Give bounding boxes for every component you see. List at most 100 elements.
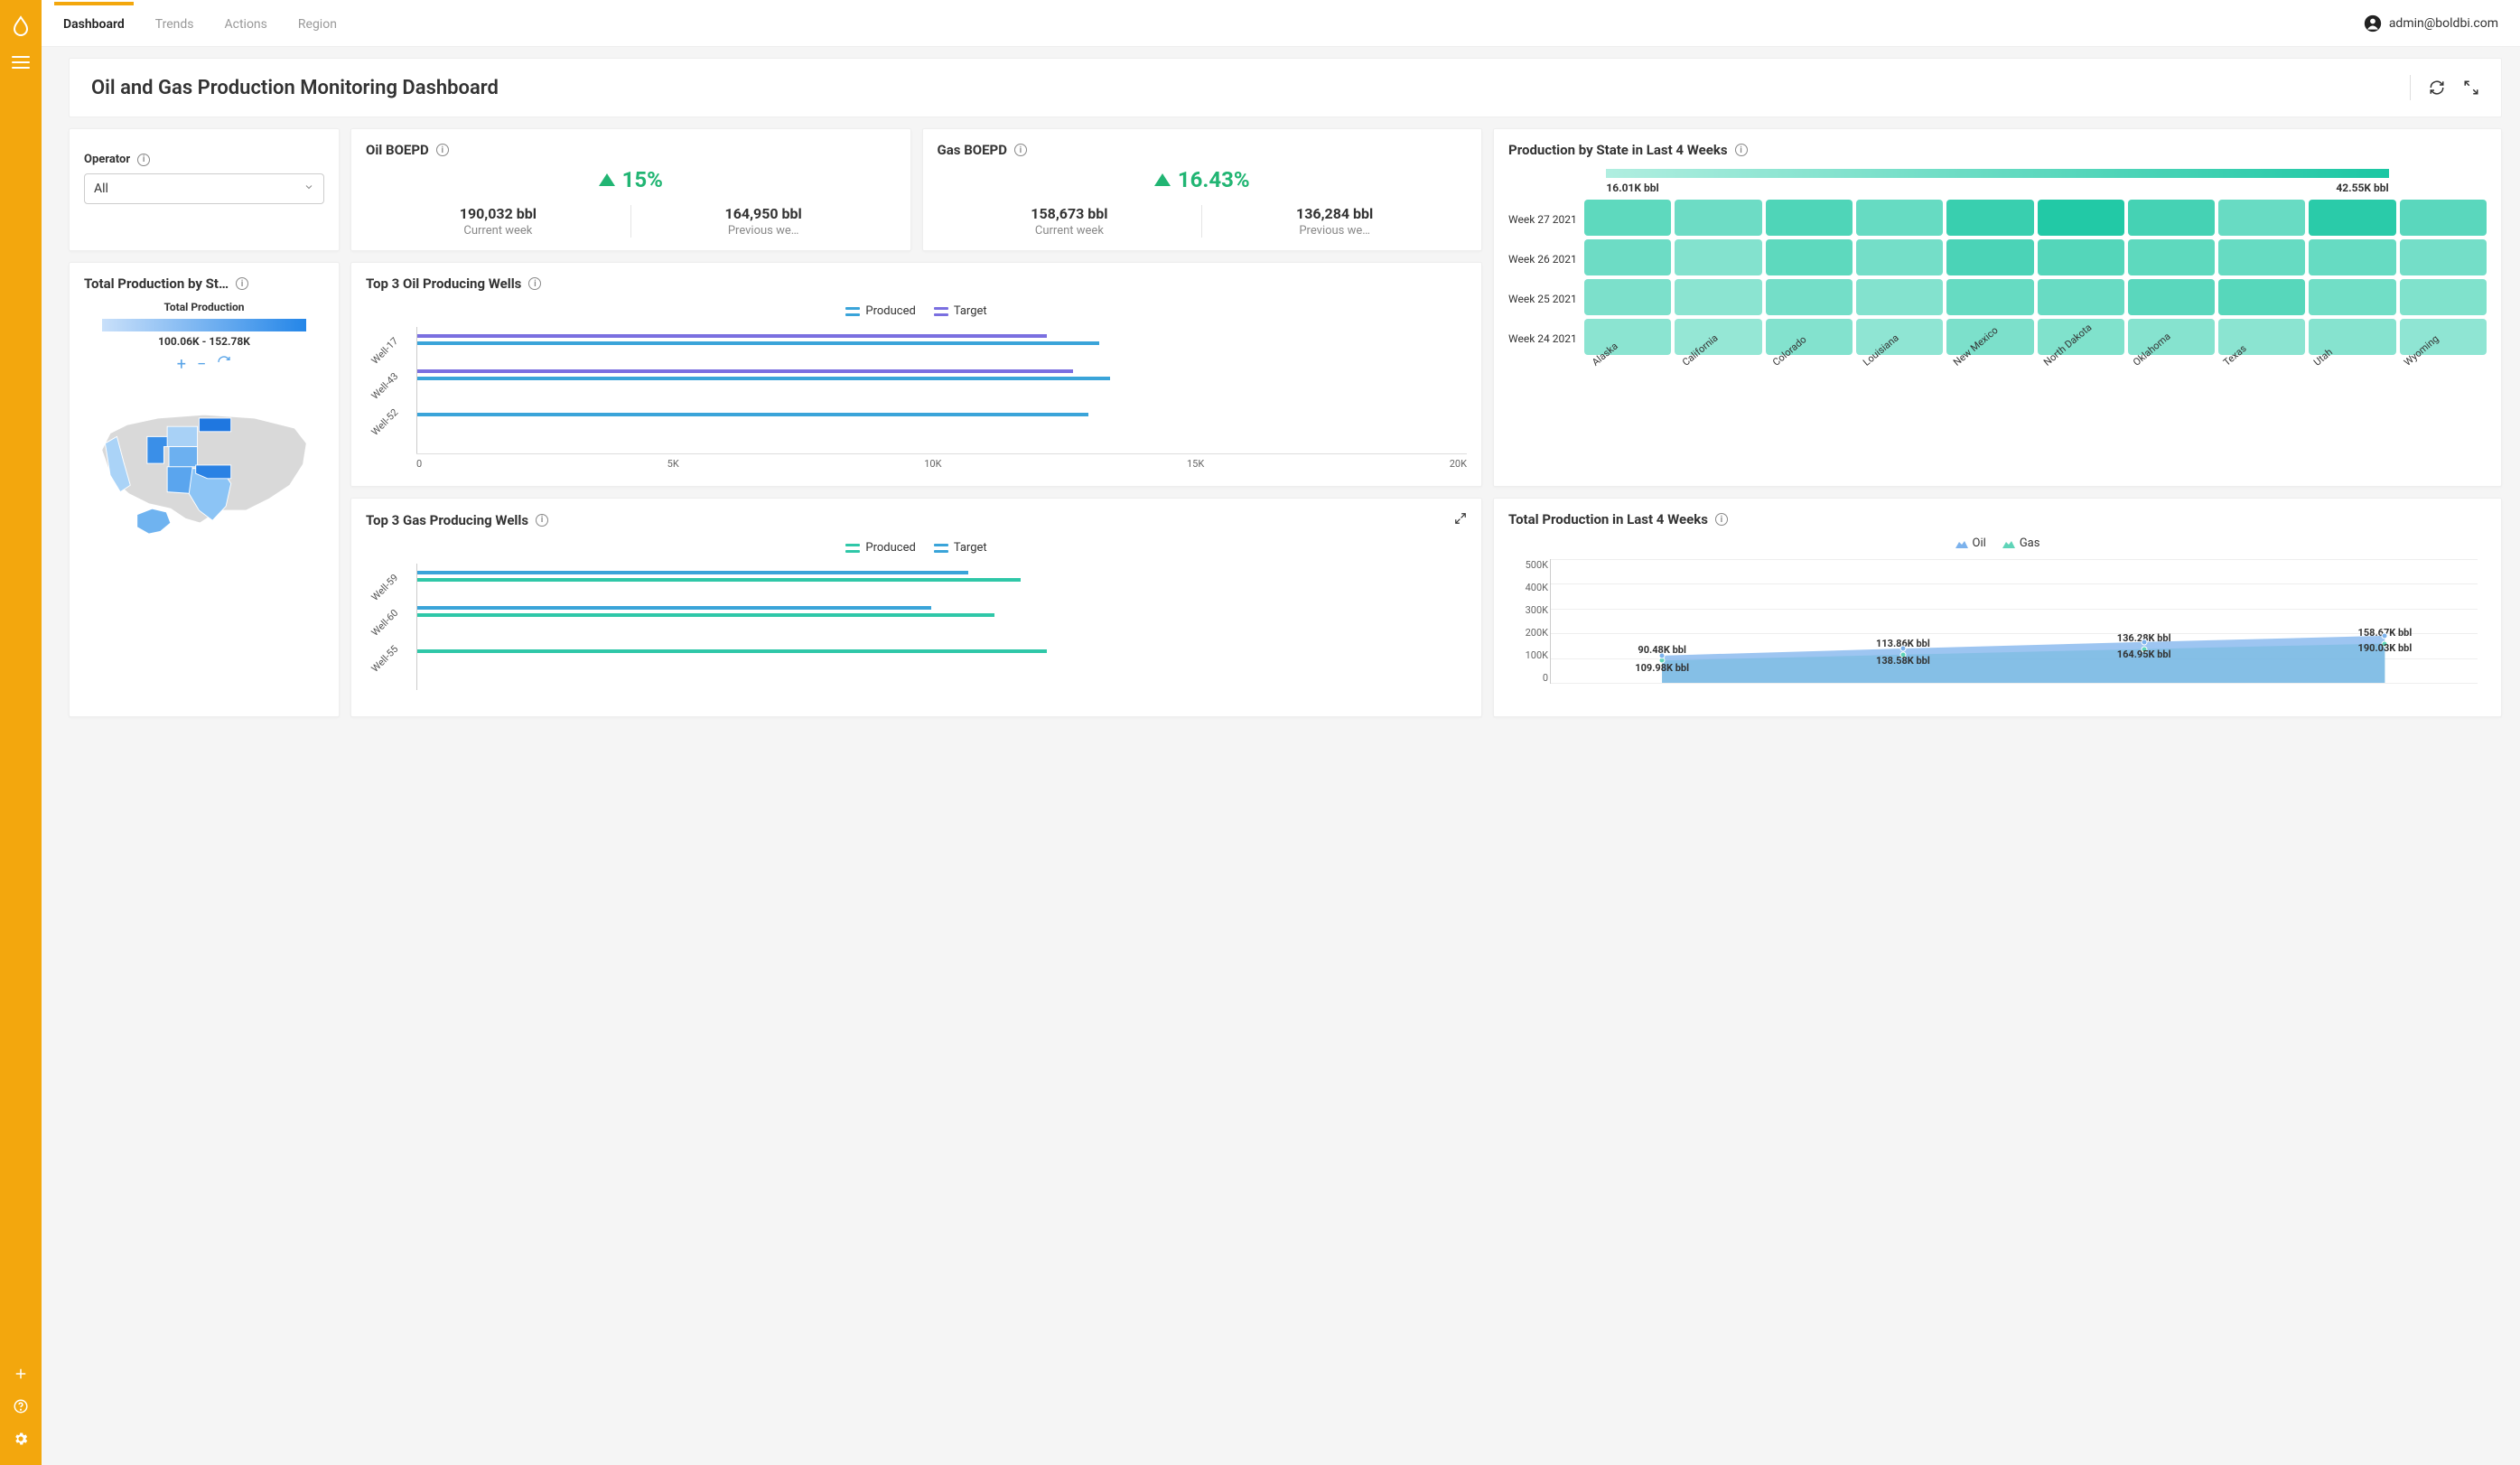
legend-target: Target <box>934 304 987 318</box>
refresh-icon[interactable] <box>2429 79 2445 96</box>
heatmap-cell[interactable] <box>1946 200 2033 236</box>
heatmap-cell[interactable] <box>2309 200 2395 236</box>
heatmap-cell[interactable] <box>1856 279 1943 315</box>
legend-produced: Produced <box>845 304 915 318</box>
heatmap-cell[interactable] <box>2400 239 2487 275</box>
heatmap-cell[interactable] <box>1766 239 1853 275</box>
drop-logo-icon <box>10 14 32 36</box>
topbar: Dashboard Trends Actions Region admin@bo… <box>42 0 2520 47</box>
maximize-icon[interactable] <box>1454 511 1467 528</box>
heatmap-card: Production by State in Last 4 Weeks i 16.… <box>1493 128 2502 487</box>
help-icon[interactable] <box>13 1398 29 1414</box>
info-icon[interactable]: i <box>236 277 248 290</box>
trend-up-icon <box>1154 173 1171 186</box>
heatmap-cell[interactable] <box>2400 200 2487 236</box>
heatmap-cell[interactable] <box>2038 239 2124 275</box>
kpi-gas-previous-label: Previous we… <box>1206 224 1463 238</box>
info-icon[interactable]: i <box>536 514 548 527</box>
gear-icon[interactable] <box>13 1431 29 1447</box>
heatmap-cell[interactable] <box>2400 279 2487 315</box>
legend-target: Target <box>934 541 987 555</box>
gas-wells-title: Top 3 Gas Producing Wells <box>366 512 528 528</box>
heatmap-max: 42.55K bbl <box>2336 182 2388 194</box>
heatmap-cell[interactable] <box>2128 279 2215 315</box>
heatmap-cell[interactable] <box>1584 200 1671 236</box>
kpi-oil-title: Oil BOEPD <box>366 142 429 158</box>
kpi-gas-current-label: Current week <box>941 224 1199 238</box>
heatmap-cell[interactable] <box>2218 200 2305 236</box>
hamburger-icon[interactable] <box>12 56 30 69</box>
heatmap-min: 16.01K bbl <box>1606 182 1658 194</box>
plus-icon[interactable] <box>13 1366 29 1382</box>
heatmap-cell[interactable] <box>1946 279 2033 315</box>
heatmap-cell[interactable] <box>2128 200 2215 236</box>
area-chart-title: Total Production in Last 4 Weeks <box>1508 511 1708 527</box>
tab-actions[interactable]: Actions <box>225 3 267 44</box>
user-menu[interactable]: admin@boldbi.com <box>2364 14 2498 33</box>
fullscreen-icon[interactable] <box>2463 79 2479 96</box>
tab-dashboard[interactable]: Dashboard <box>63 3 125 44</box>
zoom-out-icon[interactable]: − <box>197 355 206 374</box>
heatmap-cell[interactable] <box>1584 279 1671 315</box>
area-chart-card: Total Production in Last 4 Weeks i Oil Ga… <box>1493 498 2502 717</box>
info-icon[interactable]: i <box>528 277 541 290</box>
map-range: 100.06K - 152.78K <box>84 335 324 348</box>
legend-produced: Produced <box>845 541 915 555</box>
heatmap-gradient <box>1606 169 2388 178</box>
heatmap-cell[interactable] <box>2309 279 2395 315</box>
data-label: 138.58K bbl <box>1876 655 1930 667</box>
heatmap-cell[interactable] <box>1675 239 1761 275</box>
heatmap-cell[interactable] <box>1675 200 1761 236</box>
data-label: 109.98K bbl <box>1635 662 1689 674</box>
heatmap-title: Production by State in Last 4 Weeks <box>1508 142 1728 158</box>
page-header: Oil and Gas Production Monitoring Dashbo… <box>69 58 2502 117</box>
map-gradient <box>102 319 306 331</box>
heatmap-cell[interactable] <box>2309 239 2395 275</box>
kpi-gas-current: 158,673 bbl <box>941 205 1199 222</box>
kpi-oil-current-label: Current week <box>369 224 627 238</box>
heatmap-cell[interactable] <box>1584 239 1671 275</box>
heatmap-cell[interactable] <box>1856 200 1943 236</box>
heatmap-cell[interactable] <box>1766 279 1853 315</box>
heatmap-cell[interactable] <box>1766 200 1853 236</box>
operator-label: Operator <box>84 153 130 166</box>
info-icon[interactable]: i <box>1715 513 1728 526</box>
kpi-oil-change: 15% <box>622 167 663 192</box>
legend-oil: Oil <box>1955 537 1986 550</box>
map-title: Total Production by St… <box>84 275 229 292</box>
heatmap-cell[interactable] <box>2038 279 2124 315</box>
kpi-oil-previous: 164,950 bbl <box>635 205 892 222</box>
kpi-oil-card: Oil BOEPD i 15% 190,032 bbl Current week 1… <box>350 128 911 251</box>
reset-zoom-icon[interactable] <box>217 355 231 374</box>
info-icon[interactable]: i <box>1014 144 1027 156</box>
trend-up-icon <box>599 173 615 186</box>
kpi-oil-current: 190,032 bbl <box>369 205 627 222</box>
zoom-in-icon[interactable]: + <box>177 355 186 374</box>
legend-gas: Gas <box>2002 537 2040 550</box>
heatmap-cell[interactable] <box>1675 279 1761 315</box>
chevron-down-icon <box>303 182 314 196</box>
area-chart[interactable]: 500K400K300K200K100K0 90.48K bbl109.98K … <box>1550 559 2478 704</box>
info-icon[interactable]: i <box>1735 144 1748 156</box>
tab-region[interactable]: Region <box>298 3 337 44</box>
operator-filter-card: Operator i All <box>69 128 340 251</box>
data-label: 164.95K bbl <box>2117 649 2171 660</box>
operator-selected: All <box>94 182 108 196</box>
operator-select[interactable]: All <box>84 173 324 204</box>
kpi-gas-change: 16.43% <box>1178 167 1250 192</box>
us-map[interactable] <box>84 383 324 546</box>
tab-trends[interactable]: Trends <box>155 3 194 44</box>
info-icon[interactable]: i <box>137 154 150 166</box>
left-sidebar <box>0 0 42 1465</box>
heatmap-cell[interactable] <box>2128 239 2215 275</box>
data-label: 190.03K bbl <box>2358 642 2413 654</box>
kpi-gas-previous: 136,284 bbl <box>1206 205 1463 222</box>
heatmap-cell[interactable] <box>1856 239 1943 275</box>
kpi-gas-title: Gas BOEPD <box>938 142 1007 158</box>
heatmap-cell[interactable] <box>2218 239 2305 275</box>
info-icon[interactable]: i <box>436 144 449 156</box>
map-card: Total Production by St…i Total Productio… <box>69 262 340 717</box>
heatmap-cell[interactable] <box>1946 239 2033 275</box>
heatmap-cell[interactable] <box>2218 279 2305 315</box>
heatmap-cell[interactable] <box>2038 200 2124 236</box>
